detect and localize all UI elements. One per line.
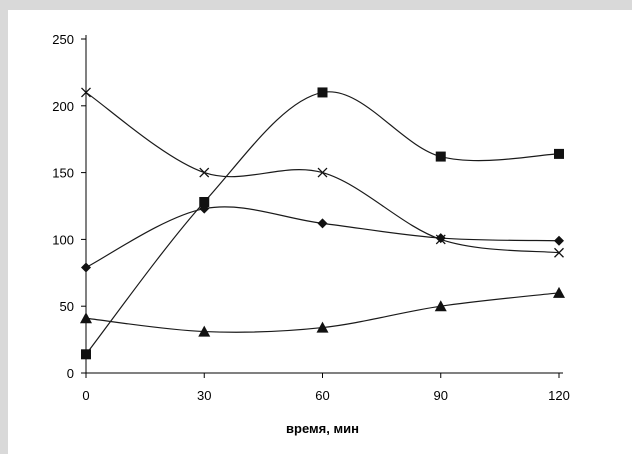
x-tick-label: 30: [197, 388, 211, 403]
data-point-triangle: [553, 286, 565, 298]
data-point-triangle: [80, 312, 92, 324]
x-tick-label: 90: [434, 388, 448, 403]
x-axis-title: время, мин: [286, 421, 359, 436]
y-tick-label: 50: [60, 299, 74, 314]
data-point-diamond: [199, 203, 210, 214]
data-point-cross: [199, 167, 210, 178]
data-point-triangle: [198, 325, 211, 337]
series-line-diamond: [85, 206, 560, 268]
chart-panel: 0 50 100 150 200 250 0 30 60 90 120 время, мин: [8, 10, 632, 454]
data-point-diamond: [81, 262, 91, 273]
series-markers: [80, 87, 565, 360]
data-point-square: [81, 349, 91, 360]
y-tick-label: 150: [52, 166, 74, 181]
data-point-square: [317, 87, 328, 98]
data-point-cross: [317, 167, 328, 178]
x-tick-label: 120: [548, 388, 570, 403]
x-tick-label: 60: [315, 388, 329, 403]
data-point-diamond: [317, 218, 328, 229]
data-point-cross: [554, 247, 564, 258]
data-point-diamond: [435, 233, 446, 244]
y-tick-label: 250: [52, 32, 74, 47]
data-point-triangle: [434, 300, 447, 312]
series-line-square: [85, 91, 560, 355]
data-point-square: [435, 151, 446, 162]
x-tick-label: 0: [82, 388, 89, 403]
chart-axes: [85, 35, 563, 374]
data-point-square: [554, 148, 564, 159]
line-chart: 0 50 100 150 200 250 0 30 60 90 120 время, мин: [52, 32, 570, 436]
chart-ticks: 0 50 100 150 200 250 0 30 60 90 120: [52, 32, 570, 403]
data-point-triangle: [316, 321, 329, 333]
data-point-square: [199, 196, 210, 207]
y-tick-label: 200: [52, 99, 74, 114]
data-point-diamond: [554, 235, 564, 246]
y-tick-label: 100: [52, 232, 74, 247]
data-point-cross: [81, 87, 91, 98]
y-tick-label: 0: [67, 366, 74, 381]
